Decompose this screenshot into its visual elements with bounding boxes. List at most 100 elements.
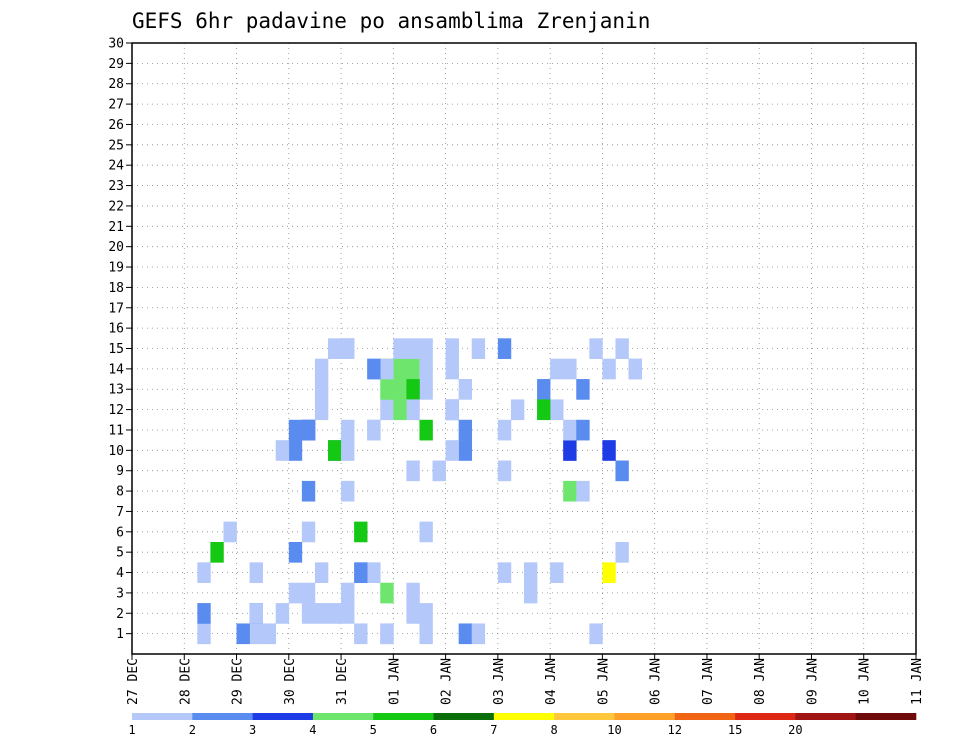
heatmap-cell [471,338,486,359]
heatmap-cell [563,419,577,441]
heatmap-cell [563,358,577,380]
heatmap-cell [615,460,629,482]
heatmap-cell [406,460,420,482]
y-tick-label: 12 [108,403,124,418]
heatmap-cell [576,419,590,441]
legend-label: 5 [370,723,377,737]
heatmap-cell [406,399,420,421]
heatmap-cell [419,419,433,441]
heatmap-cell [197,623,211,645]
x-tick-label: 29 DEC [231,658,246,705]
y-tick-label: 30 [108,37,124,52]
heatmap-cell [197,562,211,584]
x-tick-label: 04 JAN [544,658,559,705]
heatmap-cell [419,358,433,380]
heatmap-cell [445,440,459,461]
heatmap-cell [328,440,342,461]
legend-label: 1 [128,723,135,737]
heatmap-cell [537,399,551,421]
heatmap-cell [458,379,473,400]
y-tick-label: 28 [108,77,124,92]
y-tick-label: 27 [108,98,124,113]
heatmap-cell [341,582,355,604]
heatmap-cell [288,419,303,441]
y-tick-label: 13 [108,383,124,398]
heatmap-cell [354,562,368,584]
y-tick-label: 2 [116,607,124,622]
heatmap-cell [275,440,290,461]
heatmap-cell [301,603,316,624]
x-tick-label: 08 JAN [753,658,768,705]
y-tick-label: 5 [116,546,124,561]
heatmap-cell [301,521,316,543]
x-tick-label: 09 JAN [805,658,820,705]
heatmap-cell [406,338,420,359]
legend-swatch [554,713,615,720]
y-tick-label: 18 [108,281,124,296]
heatmap-cell [314,379,329,400]
legend-label: 7 [490,723,497,737]
heatmap-cell [419,521,433,543]
heatmap-cell [328,338,342,359]
heatmap-cell [458,623,473,645]
y-tick-label: 14 [108,362,124,377]
heatmap-cell [367,419,381,441]
heatmap-cell [236,623,250,645]
legend-label: 10 [607,723,621,737]
heatmap-cell [524,562,538,584]
heatmap-cell [406,358,420,380]
heatmap-cell [288,440,303,461]
heatmap-cell [510,399,525,421]
heatmap-cell [301,419,316,441]
heatmap-cell [497,460,512,482]
heatmap-cell [380,582,394,604]
heatmap-cell [445,399,459,421]
heatmap-cell [249,623,263,645]
heatmap-cell [628,358,642,380]
heatmap-cell [432,460,446,482]
heatmap-cell [458,440,473,461]
heatmap-cell [341,480,355,502]
heatmap-cell [367,358,381,380]
heatmap-cell [314,358,329,380]
y-tick-label: 20 [108,240,124,255]
heatmap-cell [341,603,355,624]
legend-swatch [493,713,555,720]
heatmap-cell [550,399,564,421]
y-tick-label: 16 [108,322,124,337]
legend-label: 4 [309,723,316,737]
legend-swatch [855,713,917,720]
heatmap-cell [354,623,368,645]
heatmap-cell [576,480,590,502]
heatmap-cell [380,358,394,380]
heatmap-cell [275,603,290,624]
y-tick-label: 17 [108,301,124,316]
heatmap-cell [328,603,342,624]
heatmap-cell [419,379,433,400]
heatmap-cell [550,358,564,380]
legend-swatch [252,713,314,720]
heatmap-cell [301,480,316,502]
y-axis: 1234567891011121314151617181920212223242… [108,37,132,642]
legend-label: 6 [430,723,437,737]
heatmap-cell [210,541,224,563]
y-tick-label: 15 [108,342,124,357]
heatmap-cell [314,562,329,584]
heatmap-cell [249,562,263,584]
legend-swatch [795,713,856,720]
heatmap-cell [380,399,394,421]
legend-label: 15 [728,723,742,737]
legend-label: 2 [189,723,196,737]
heatmap-cell [471,623,486,645]
legend-swatch [433,713,495,720]
heatmap-cell [354,521,368,543]
heatmap-cell [419,623,433,645]
legend-swatch [674,713,736,720]
heatmap-cell [615,338,629,359]
x-tick-label: 31 DEC [335,658,350,705]
heatmap-cell [393,338,407,359]
legend-swatch [373,713,434,720]
heatmap-cell [576,379,590,400]
x-axis: 27 DEC 28 DEC 29 DEC 30 DEC 31 DEC 01 JAN 02 J… [126,654,925,705]
heatmap-cell [563,440,577,461]
